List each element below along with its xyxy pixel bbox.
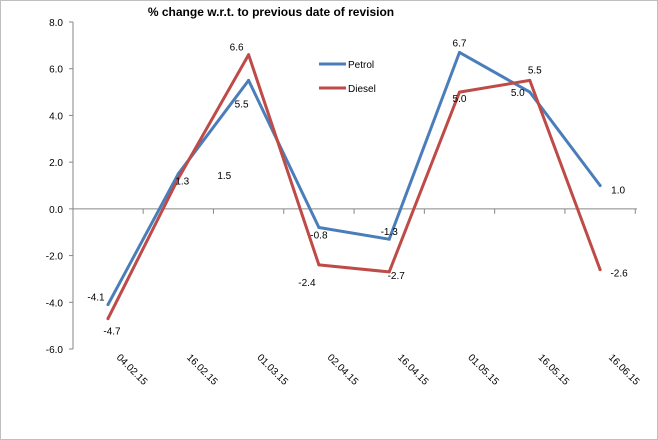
data-point (458, 50, 461, 54)
data-label: -4.7 (103, 327, 121, 338)
series-lines (106, 50, 602, 321)
data-label: 5.0 (453, 94, 467, 105)
data-label: 6.6 (230, 43, 244, 54)
data-point (528, 78, 532, 82)
y-tick-label: -6.0 (46, 345, 64, 356)
data-point (317, 263, 321, 267)
y-tick-label: 0.0 (49, 205, 63, 216)
axes: 8.0 6.0 4.0 2.0 0.0 -2.0 -4.0 -6.0 04.02.15 16.02… (46, 18, 642, 388)
x-tick-label: 04.02.15 (114, 352, 150, 388)
data-label: 5.0 (511, 88, 525, 99)
legend-label-diesel: Diesel (348, 84, 376, 95)
x-tick-label: 01.03.15 (254, 352, 290, 388)
data-label: -2.7 (388, 271, 406, 282)
data-label: 1.0 (611, 186, 625, 197)
data-point (458, 90, 461, 94)
data-label: 6.7 (453, 38, 467, 49)
data-label: -4.1 (87, 293, 105, 304)
data-label: 1.3 (175, 176, 189, 187)
y-tick-label: -2.0 (46, 252, 64, 263)
data-point (598, 268, 602, 272)
data-label: -2.4 (298, 278, 316, 289)
data-label: -2.6 (610, 269, 628, 280)
y-tick-label: 8.0 (49, 18, 63, 29)
chart-title: % change w.r.t. to previous date of revi… (148, 5, 394, 19)
data-label: 1.5 (217, 171, 231, 182)
data-point (176, 176, 180, 180)
x-tick-label: 16.06.15 (606, 352, 642, 388)
x-tick-label: 16.02.15 (184, 352, 220, 388)
x-tick-label: 16.05.15 (536, 352, 572, 388)
data-label: -0.8 (310, 231, 328, 242)
data-point (528, 90, 532, 94)
x-tick-label: 16.04.15 (395, 352, 431, 388)
data-point (387, 270, 391, 274)
y-tick-label: 4.0 (49, 111, 63, 122)
data-point (247, 53, 251, 57)
data-point (387, 237, 391, 241)
x-tick-label: 02.04.15 (325, 352, 361, 388)
data-point (317, 226, 321, 230)
data-label: 5.5 (235, 99, 249, 110)
data-point (598, 184, 602, 187)
legend: Petrol Diesel (319, 60, 376, 95)
y-tick-label: 6.0 (49, 65, 63, 76)
legend-label-petrol: Petrol (348, 60, 374, 71)
data-labels: -4.1 1.5 5.5 -0.8 -1.3 6.7 5.0 1.0 -4.7 1.3 6.6 -2.… (87, 38, 628, 337)
data-label: 5.5 (528, 65, 542, 76)
data-point (106, 317, 110, 321)
series-line-diesel (106, 53, 602, 321)
data-point (247, 78, 251, 82)
data-point (106, 303, 110, 307)
y-tick-label: 2.0 (49, 158, 63, 169)
data-label: -1.3 (381, 227, 399, 238)
x-tick-label: 01.05.15 (465, 352, 501, 388)
y-tick-label: -4.0 (46, 298, 64, 309)
